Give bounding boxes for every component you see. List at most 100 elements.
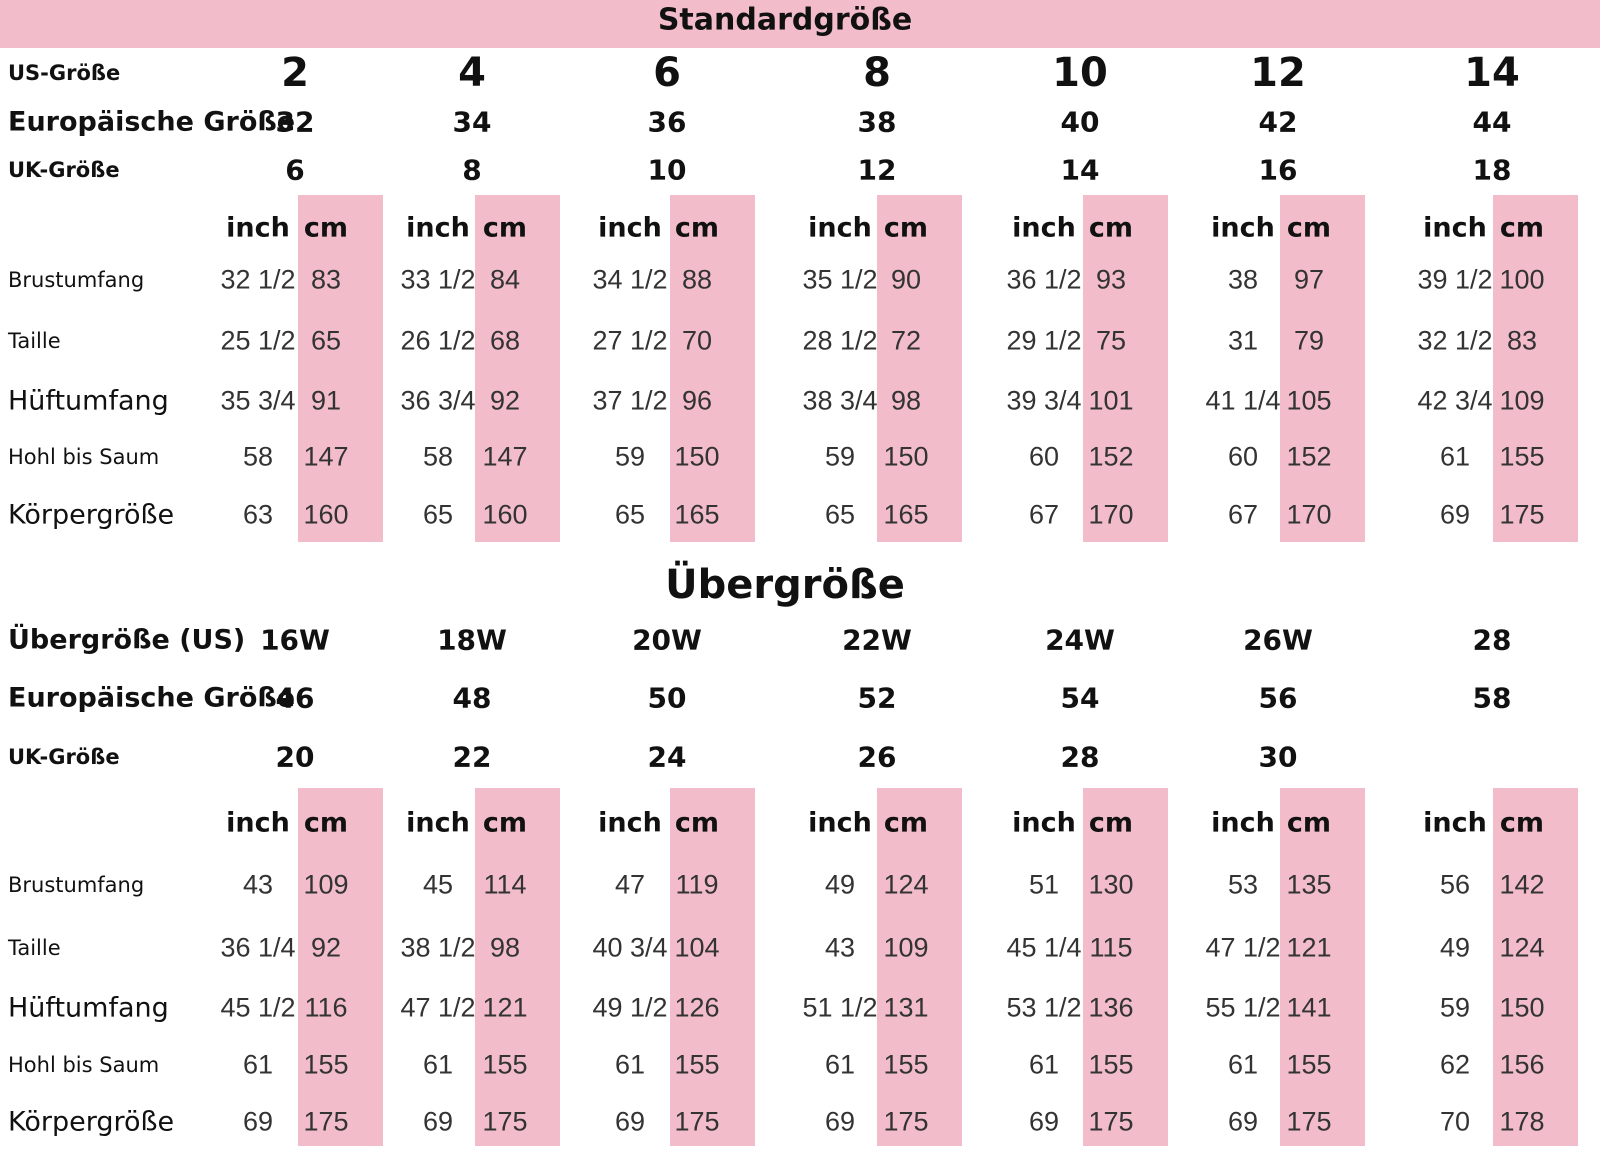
inch-value: 36 1/2 bbox=[1006, 264, 1082, 295]
size-value: 14 bbox=[1060, 153, 1100, 187]
cm-value: 121 bbox=[482, 992, 528, 1023]
title-banner bbox=[0, 0, 1600, 48]
cm-value: 68 bbox=[489, 325, 521, 356]
inch-value: 41 1/4 bbox=[1205, 385, 1281, 416]
size-value: 42 bbox=[1258, 105, 1298, 139]
inch-value: 47 1/2 bbox=[1205, 932, 1281, 963]
cm-column-band bbox=[670, 195, 755, 542]
unit-header: inch bbox=[1211, 807, 1275, 839]
cm-value: 91 bbox=[310, 385, 342, 416]
inch-value: 38 3/4 bbox=[802, 385, 878, 416]
inch-value: 61 bbox=[242, 1049, 274, 1080]
measurement-label: Brustumfang bbox=[8, 268, 145, 292]
size-value: 14 bbox=[1464, 50, 1520, 96]
unit-header: inch bbox=[226, 212, 290, 244]
cm-value: 147 bbox=[482, 441, 528, 472]
inch-value: 40 3/4 bbox=[592, 932, 668, 963]
size-value: 12 bbox=[857, 153, 897, 187]
inch-value: 43 bbox=[242, 869, 274, 900]
unit-header: cm bbox=[1499, 212, 1545, 244]
size-value: 36 bbox=[647, 105, 687, 139]
size-value: 12 bbox=[1250, 50, 1306, 96]
size-value: 8 bbox=[462, 153, 482, 187]
cm-column-band bbox=[1083, 788, 1168, 1146]
cm-value: 150 bbox=[1499, 992, 1545, 1023]
size-label: Europäische Größe bbox=[8, 682, 296, 714]
size-value: 46 bbox=[275, 681, 315, 715]
inch-value: 58 bbox=[242, 441, 274, 472]
unit-header: cm bbox=[1286, 212, 1332, 244]
cm-value: 131 bbox=[883, 992, 929, 1023]
size-value: 6 bbox=[285, 153, 305, 187]
cm-value: 104 bbox=[674, 932, 720, 963]
cm-value: 160 bbox=[482, 499, 528, 530]
inch-value: 61 bbox=[614, 1049, 646, 1080]
size-value: 8 bbox=[863, 50, 891, 96]
cm-column-band bbox=[877, 195, 962, 542]
size-value: 18W bbox=[437, 623, 507, 657]
cm-value: 83 bbox=[1506, 325, 1538, 356]
cm-column-band bbox=[298, 195, 383, 542]
size-label: US-Größe bbox=[8, 61, 121, 85]
inch-value: 49 1/2 bbox=[592, 992, 668, 1023]
inch-value: 33 1/2 bbox=[400, 264, 476, 295]
unit-header: inch bbox=[406, 212, 470, 244]
size-value: 10 bbox=[1052, 50, 1108, 96]
inch-value: 32 1/2 bbox=[220, 264, 296, 295]
unit-header: inch bbox=[598, 807, 662, 839]
inch-value: 42 3/4 bbox=[1417, 385, 1493, 416]
measurement-label: Hohl bis Saum bbox=[8, 445, 160, 469]
inch-value: 62 bbox=[1439, 1049, 1471, 1080]
inch-value: 69 bbox=[242, 1106, 274, 1137]
section-title: Standardgröße bbox=[657, 2, 913, 38]
cm-value: 98 bbox=[489, 932, 521, 963]
inch-value: 61 bbox=[1439, 441, 1471, 472]
size-value: 50 bbox=[647, 681, 687, 715]
cm-value: 165 bbox=[883, 499, 929, 530]
size-value: 16 bbox=[1258, 153, 1298, 187]
cm-value: 126 bbox=[674, 992, 720, 1023]
cm-value: 150 bbox=[674, 441, 720, 472]
cm-value: 116 bbox=[304, 992, 348, 1023]
cm-value: 105 bbox=[1286, 385, 1332, 416]
unit-header: cm bbox=[303, 807, 349, 839]
inch-value: 70 bbox=[1439, 1106, 1471, 1137]
cm-value: 100 bbox=[1499, 264, 1545, 295]
cm-value: 109 bbox=[1499, 385, 1545, 416]
inch-value: 58 bbox=[422, 441, 454, 472]
size-value: 22 bbox=[452, 740, 492, 774]
unit-header: inch bbox=[226, 807, 290, 839]
cm-value: 124 bbox=[883, 869, 929, 900]
unit-header: cm bbox=[883, 212, 929, 244]
inch-value: 69 bbox=[1439, 499, 1471, 530]
cm-value: 155 bbox=[1286, 1049, 1332, 1080]
cm-value: 175 bbox=[674, 1106, 720, 1137]
cm-value: 114 bbox=[483, 869, 527, 900]
measurement-label: Taille bbox=[8, 329, 61, 353]
inch-value: 37 1/2 bbox=[592, 385, 668, 416]
unit-header: cm bbox=[482, 807, 528, 839]
size-value: 48 bbox=[452, 681, 492, 715]
cm-column-band bbox=[670, 788, 755, 1146]
inch-value: 47 1/2 bbox=[400, 992, 476, 1023]
cm-value: 141 bbox=[1286, 992, 1332, 1023]
inch-value: 63 bbox=[242, 499, 274, 530]
cm-value: 98 bbox=[890, 385, 922, 416]
cm-value: 101 bbox=[1088, 385, 1134, 416]
cm-value: 156 bbox=[1499, 1049, 1545, 1080]
cm-value: 170 bbox=[1286, 499, 1332, 530]
inch-value: 65 bbox=[422, 499, 454, 530]
cm-value: 84 bbox=[489, 264, 521, 295]
inch-value: 45 bbox=[422, 869, 454, 900]
unit-header: inch bbox=[406, 807, 470, 839]
size-label: UK-Größe bbox=[8, 158, 120, 182]
measurement-label: Körpergröße bbox=[8, 499, 175, 531]
size-value: 26W bbox=[1243, 623, 1313, 657]
unit-header: inch bbox=[1211, 212, 1275, 244]
size-value: 28 bbox=[1060, 740, 1100, 774]
measurement-label: Hüftumfang bbox=[8, 385, 169, 417]
size-value: 6 bbox=[653, 50, 681, 96]
inch-value: 43 bbox=[824, 932, 856, 963]
cm-value: 150 bbox=[883, 441, 929, 472]
cm-value: 79 bbox=[1293, 325, 1325, 356]
